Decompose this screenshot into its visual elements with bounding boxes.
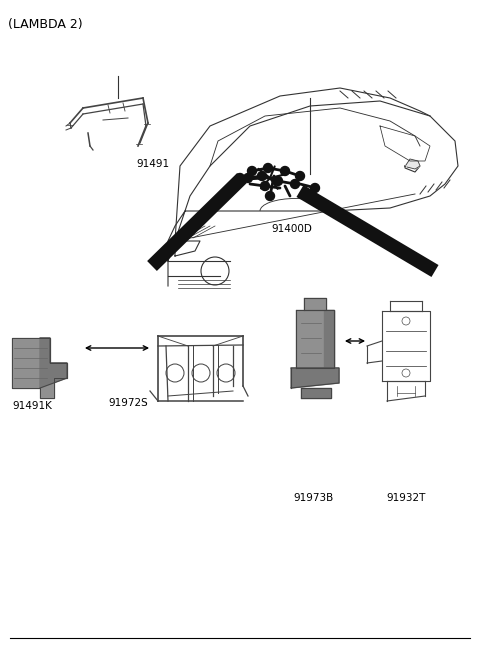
Circle shape [296,171,304,180]
Polygon shape [40,338,67,388]
Polygon shape [406,159,420,169]
Polygon shape [12,338,67,398]
Circle shape [265,192,275,201]
Text: 91932T: 91932T [386,493,426,503]
Polygon shape [296,310,334,368]
Text: 91973B: 91973B [294,493,334,503]
Circle shape [264,163,273,173]
Polygon shape [304,298,326,310]
Circle shape [243,173,252,182]
Polygon shape [291,368,339,388]
Circle shape [261,182,269,190]
Polygon shape [324,310,334,368]
Circle shape [236,173,244,182]
Circle shape [274,176,283,186]
Circle shape [280,167,289,176]
Polygon shape [301,388,331,398]
Text: 91972S: 91972S [108,398,148,408]
Text: 91400D: 91400D [271,224,312,234]
Text: (LAMBDA 2): (LAMBDA 2) [8,18,83,31]
Circle shape [248,167,256,176]
Circle shape [290,180,300,188]
Text: 91491K: 91491K [12,401,52,411]
Circle shape [311,184,320,192]
Text: 91491: 91491 [137,159,170,169]
Circle shape [257,171,266,180]
